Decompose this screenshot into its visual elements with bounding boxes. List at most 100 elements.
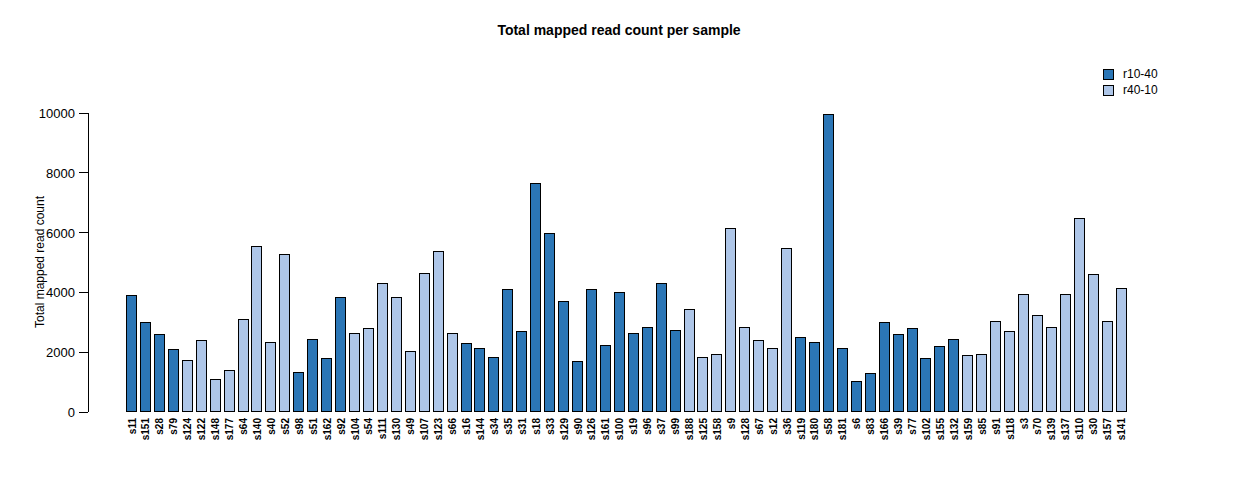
x-axis-tick-label: s122 (196, 418, 207, 440)
bar (809, 342, 820, 412)
bar (419, 273, 430, 412)
x-axis-tick-label: s159 (962, 418, 973, 440)
bar-column-s30: s30 (1088, 113, 1099, 412)
bar-column-s3: s3 (1018, 113, 1029, 412)
x-axis-tick-label: s96 (642, 418, 653, 435)
x-axis-tick-label: s100 (614, 418, 625, 440)
x-axis-tick-label: s64 (238, 418, 249, 435)
bar-column-s12: s12 (767, 113, 778, 412)
bar (739, 327, 750, 412)
bar (1102, 321, 1113, 412)
x-axis-tick-label: s16 (461, 418, 472, 435)
x-axis-tick-label: s66 (447, 418, 458, 435)
x-axis-tick-label: s33 (544, 418, 555, 435)
bar (279, 254, 290, 412)
bar-column-s123: s123 (433, 113, 444, 412)
x-axis-tick-label: s110 (1074, 418, 1085, 440)
bar-column-s36: s36 (781, 113, 792, 412)
bar-column-s122: s122 (196, 113, 207, 412)
bar-column-s111: s111 (377, 113, 388, 412)
bar (405, 351, 416, 412)
bar (586, 289, 597, 412)
x-axis-tick-label: s132 (948, 418, 959, 440)
legend-swatch-light-blue (1103, 85, 1114, 96)
bar (1060, 294, 1071, 412)
x-axis-tick-label: s125 (697, 418, 708, 440)
x-axis-tick-label: s6 (851, 418, 862, 429)
bar-column-s161: s161 (600, 113, 611, 412)
bar-column-s58: s58 (823, 113, 834, 412)
x-axis-tick-label: s3 (1018, 418, 1029, 429)
bar (670, 330, 681, 412)
x-axis-tick-label: s35 (502, 418, 513, 435)
bar-column-s40: s40 (265, 113, 276, 412)
bar (614, 292, 625, 412)
y-axis-tick-label: 10000 (39, 106, 75, 121)
bar (474, 348, 485, 412)
bar (795, 337, 806, 412)
bar (907, 328, 918, 412)
bar (516, 331, 527, 412)
x-axis-tick-label: s51 (307, 418, 318, 435)
bar-column-s91: s91 (990, 113, 1001, 412)
bar (530, 183, 541, 412)
x-axis-tick-label: s104 (349, 418, 360, 440)
bar (837, 348, 848, 412)
bar-column-s139: s139 (1046, 113, 1057, 412)
plot-area: 0200040006000800010000 s11s151s28s79s124… (88, 113, 1134, 412)
y-axis-tick (79, 232, 88, 233)
x-axis-tick-label: s91 (990, 418, 1001, 435)
x-axis-tick-label: s11 (126, 418, 137, 434)
x-axis-tick-label: s18 (530, 418, 541, 435)
x-axis-tick-label: s130 (391, 418, 402, 440)
bar-column-s177: s177 (224, 113, 235, 412)
legend-swatch-dark-blue (1103, 69, 1114, 80)
bar-column-s66: s66 (447, 113, 458, 412)
bar (196, 340, 207, 412)
bar (753, 340, 764, 412)
bar (656, 283, 667, 412)
bar (558, 301, 569, 412)
bar-column-s35: s35 (502, 113, 513, 412)
bar-column-s39: s39 (893, 113, 904, 412)
bar-column-s34: s34 (488, 113, 499, 412)
bar (238, 319, 249, 412)
x-axis-tick-label: s54 (363, 418, 374, 435)
bar-column-s6: s6 (851, 113, 862, 412)
bar-column-s77: s77 (907, 113, 918, 412)
bar-column-s148: s148 (210, 113, 221, 412)
x-axis-tick-label: s181 (837, 418, 848, 440)
bar (1018, 294, 1029, 412)
bar (502, 289, 513, 412)
bar (684, 309, 695, 412)
bar (307, 339, 318, 412)
x-axis-tick-label: s144 (474, 418, 485, 440)
bar-column-s64: s64 (238, 113, 249, 412)
x-axis-tick-label: s137 (1060, 418, 1071, 440)
y-axis-tick-label: 2000 (46, 345, 75, 360)
bar (461, 343, 472, 412)
x-axis-tick-label: s188 (684, 418, 695, 440)
x-axis-tick-label: s139 (1046, 418, 1057, 440)
bar (920, 358, 931, 412)
x-axis-tick-label: s99 (670, 418, 681, 435)
bar-column-s140: s140 (251, 113, 262, 412)
x-axis-tick-label: s79 (168, 418, 179, 435)
y-axis-tick (79, 292, 88, 293)
bar (962, 355, 973, 412)
bar (224, 370, 235, 412)
x-axis-tick-label: s40 (265, 418, 276, 435)
bar-column-s130: s130 (391, 113, 402, 412)
x-axis-tick-label: s85 (976, 418, 987, 435)
bar (572, 361, 583, 412)
x-axis-tick-label: s39 (893, 418, 904, 435)
x-axis-tick-label: s124 (182, 418, 193, 440)
x-axis-tick-label: s19 (628, 418, 639, 435)
bar-column-s9: s9 (725, 113, 736, 412)
bar-column-s188: s188 (684, 113, 695, 412)
bar-column-s125: s125 (697, 113, 708, 412)
bar (893, 334, 904, 412)
x-axis-tick-label: s67 (753, 418, 764, 435)
x-axis-tick-label: s126 (586, 418, 597, 440)
bar-column-s107: s107 (419, 113, 430, 412)
